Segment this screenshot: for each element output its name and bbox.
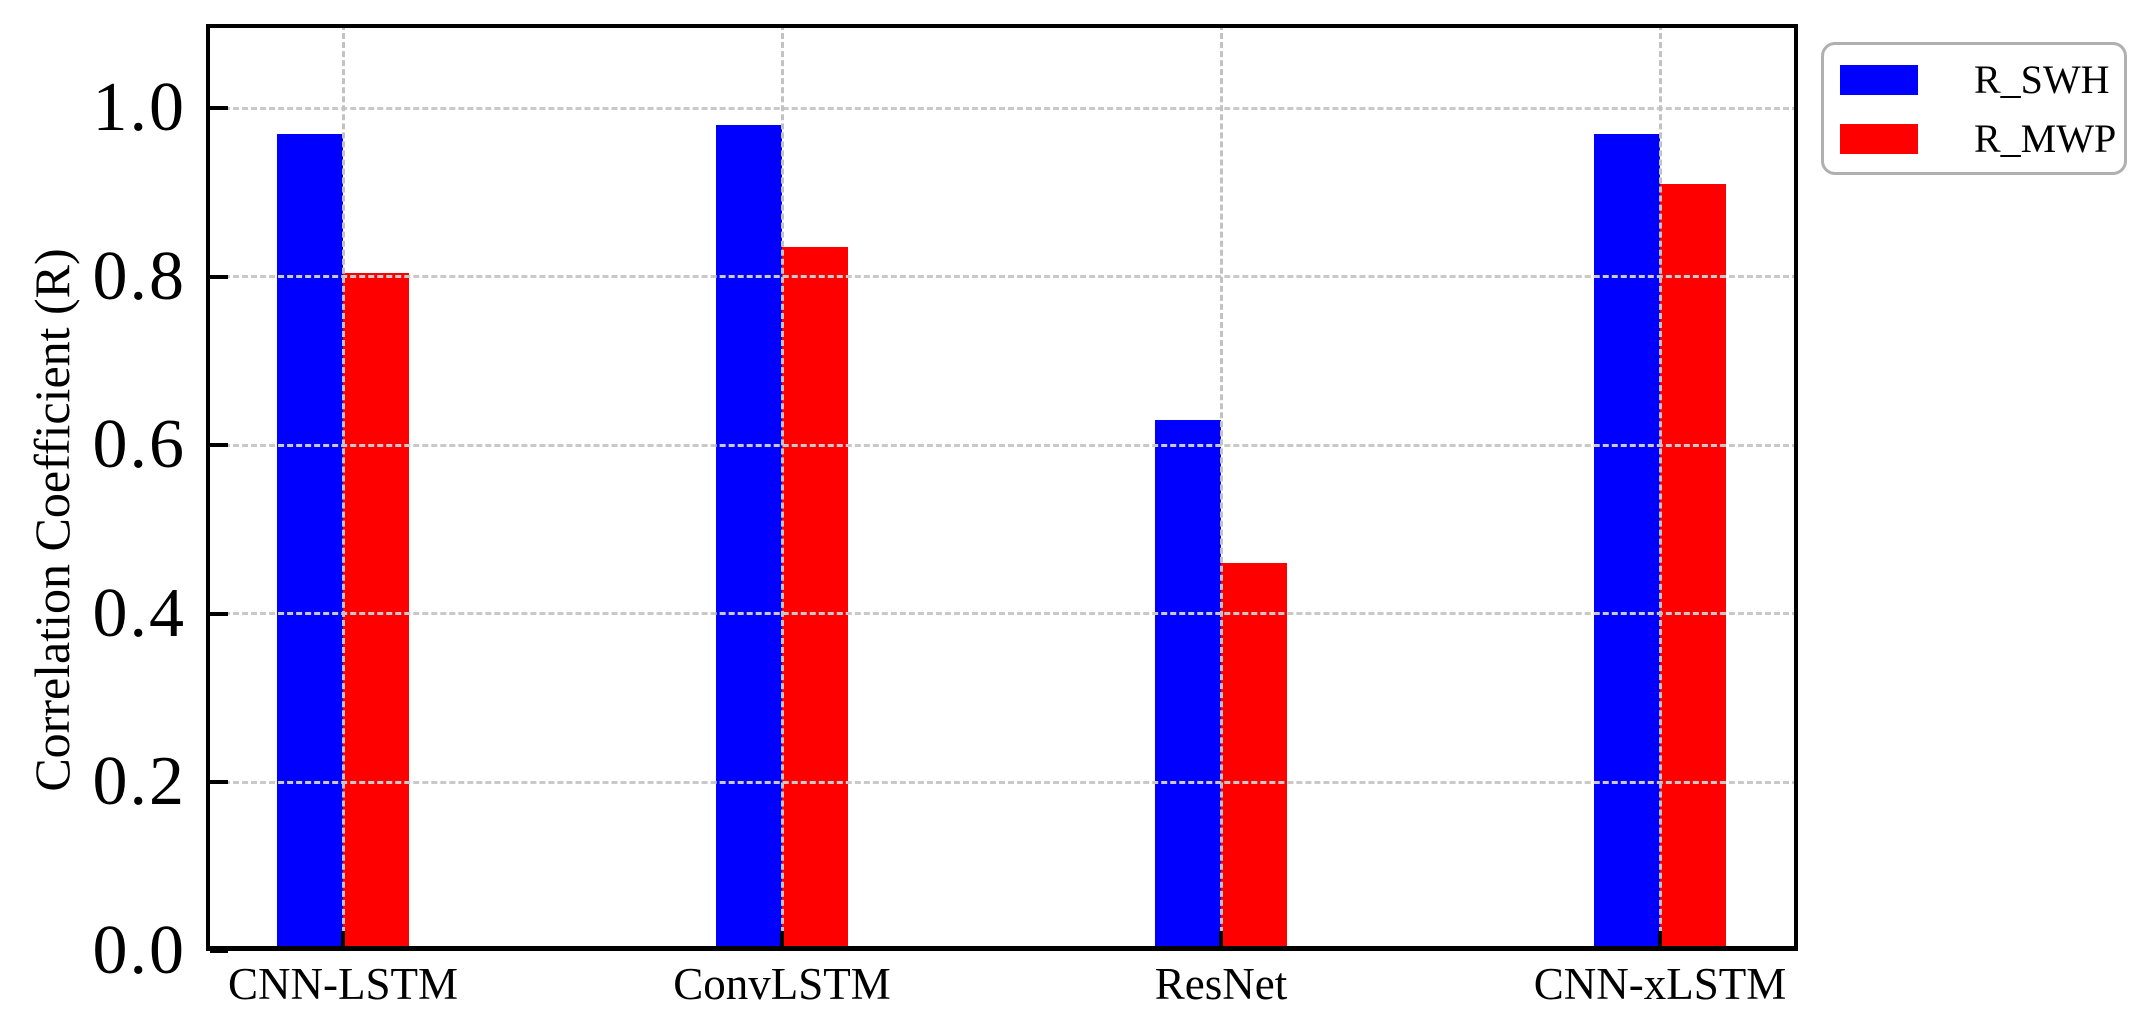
y-tick-label: 0.2	[92, 743, 186, 821]
legend-label: R_MWP	[1974, 116, 2117, 161]
y-tick-mark	[210, 949, 228, 953]
y-axis-title: Correlation Coefficient (R)	[24, 248, 80, 792]
bar-r_swh-resnet	[1155, 420, 1221, 949]
horizontal-gridline	[206, 612, 1798, 616]
bar-r_mwp-cnn-xlstm	[1660, 184, 1726, 949]
bar-r_mwp-resnet	[1221, 563, 1287, 949]
horizontal-gridline	[206, 275, 1798, 279]
bar-r_swh-convlstm	[716, 125, 782, 949]
y-tick-label: 0.6	[92, 406, 186, 484]
bar-r_swh-cnn-lstm	[277, 133, 343, 949]
x-tick-mark	[341, 931, 345, 946]
legend-row: R_SWH	[1824, 58, 2124, 102]
top-spine	[206, 24, 1798, 28]
bar-r_swh-cnn-xlstm	[1594, 133, 1660, 949]
vertical-gridline	[780, 24, 784, 951]
legend-swatch-r_swh	[1840, 65, 1918, 95]
plot-area	[206, 24, 1798, 953]
vertical-gridline	[1219, 24, 1223, 951]
legend-label: R_SWH	[1974, 57, 2110, 102]
y-tick-mark	[210, 443, 228, 448]
bottom-spine	[206, 946, 1798, 951]
y-tick-mark	[210, 611, 228, 616]
y-tick-mark	[210, 780, 228, 785]
y-tick-label: 0.8	[92, 237, 186, 315]
vertical-gridline	[341, 24, 345, 951]
horizontal-gridline	[206, 780, 1798, 784]
bar-r_mwp-convlstm	[782, 247, 848, 949]
y-tick-mark	[210, 274, 228, 279]
bar-r_mwp-cnn-lstm	[343, 272, 409, 949]
legend-row: R_MWP	[1824, 117, 2124, 161]
x-tick-label-resnet: ResNet	[1154, 959, 1288, 1009]
x-tick-label-cnn-xlstm: CNN-xLSTM	[1533, 959, 1787, 1009]
left-spine	[206, 24, 210, 951]
y-tick-label: 0.4	[92, 574, 186, 652]
legend: R_SWH R_MWP	[1821, 42, 2127, 175]
horizontal-gridline	[206, 106, 1798, 110]
right-spine	[1794, 24, 1798, 951]
legend-swatch-r_mwp	[1840, 124, 1918, 154]
y-tick-label: 0.0	[92, 912, 186, 989]
x-tick-label-convlstm: ConvLSTM	[673, 959, 891, 1009]
vertical-gridline	[1658, 24, 1662, 951]
y-tick-mark	[210, 106, 228, 111]
x-tick-label-cnn-lstm: CNN-LSTM	[227, 959, 459, 1009]
y-tick-label: 1.0	[92, 69, 186, 147]
horizontal-gridline	[206, 443, 1798, 447]
x-tick-mark	[780, 931, 784, 946]
x-tick-mark	[1658, 931, 1662, 946]
x-tick-mark	[1219, 931, 1223, 946]
